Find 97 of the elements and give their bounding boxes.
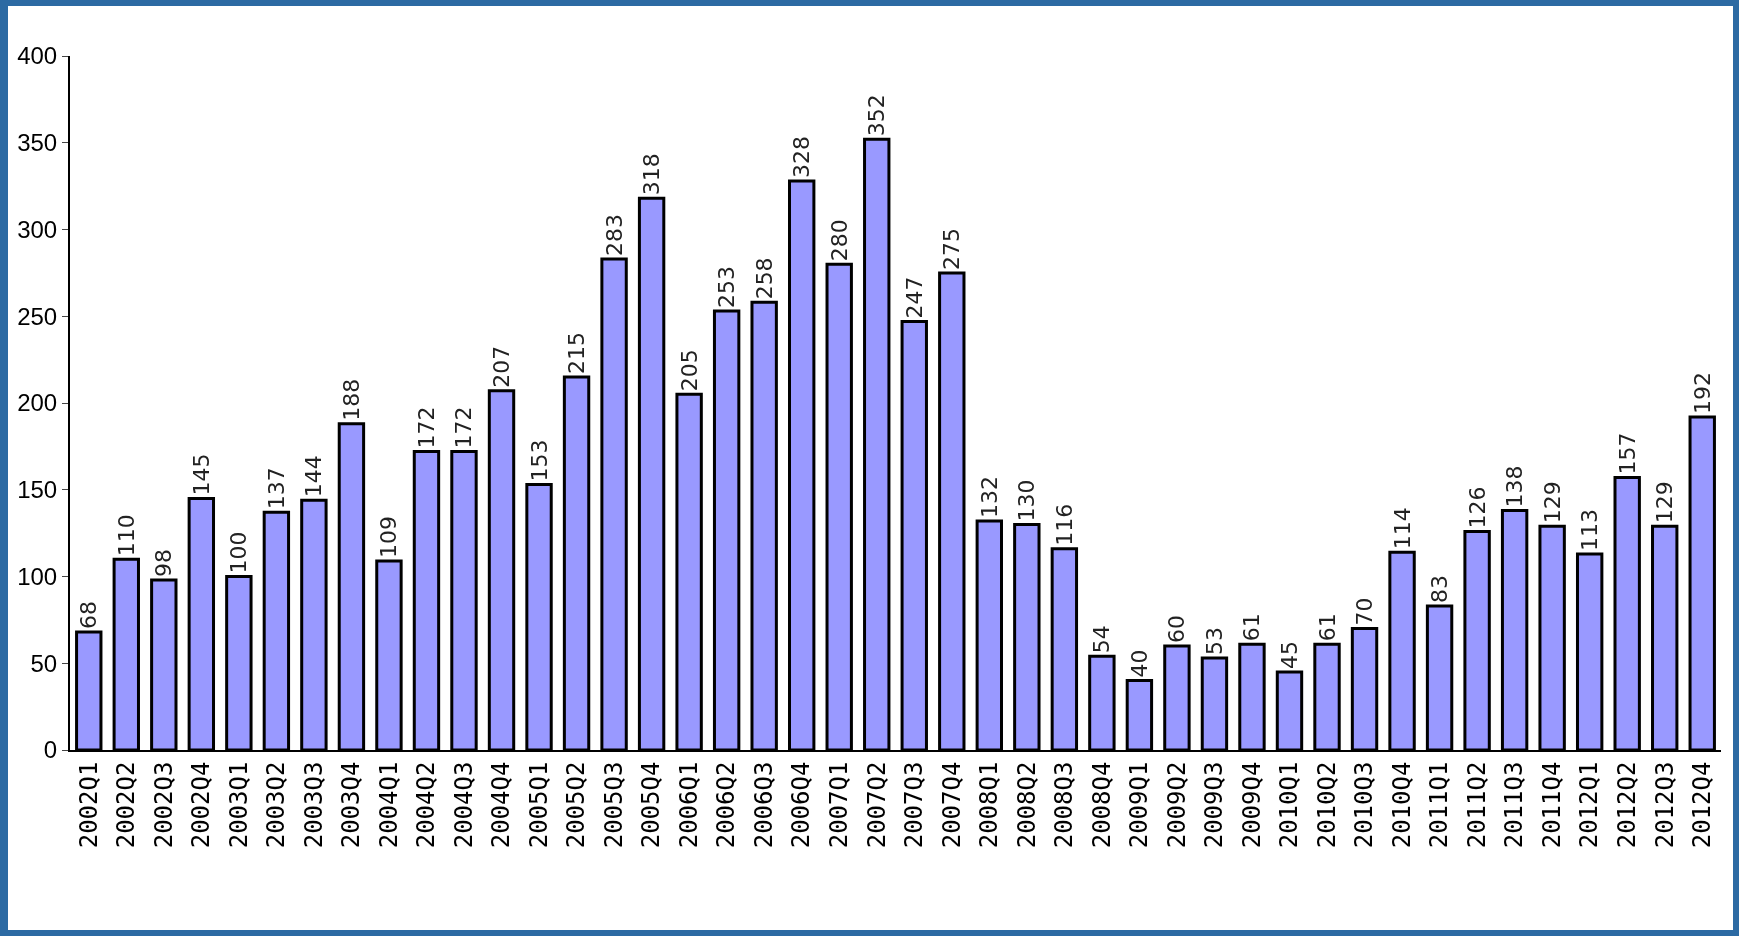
- y-tick-label: 150: [17, 476, 58, 504]
- data-label: 247: [901, 276, 927, 319]
- data-label: 61: [1314, 613, 1340, 642]
- data-label: 45: [1276, 640, 1302, 669]
- x-tick-label: 2003Q2: [262, 761, 291, 849]
- x-tick-label: 2006Q2: [712, 761, 741, 849]
- data-label: 68: [76, 601, 102, 630]
- x-tick-label: 2002Q3: [149, 761, 178, 849]
- data-label: 318: [639, 153, 665, 196]
- data-label: 110: [113, 514, 139, 557]
- x-tick-label: 2011Q2: [1462, 761, 1491, 849]
- x-tick-label: 2010Q4: [1387, 761, 1416, 849]
- data-label: 114: [1389, 507, 1415, 550]
- y-tick-label: 350: [17, 129, 58, 157]
- y-tick-label: 50: [30, 649, 58, 677]
- data-label: 188: [338, 378, 364, 421]
- data-label: 70: [1352, 597, 1378, 626]
- x-tick-label: 2007Q3: [900, 761, 929, 849]
- data-label: 83: [1427, 575, 1453, 603]
- data-label: 258: [751, 257, 777, 300]
- x-tick-label: 2011Q1: [1425, 761, 1454, 849]
- data-label: 283: [601, 213, 627, 256]
- data-label: 138: [1502, 465, 1528, 508]
- x-tick-label: 2003Q4: [337, 761, 366, 849]
- x-tick-label: 2012Q4: [1688, 761, 1717, 849]
- x-tick-label: 2006Q1: [674, 761, 703, 849]
- data-label: 275: [939, 227, 965, 270]
- x-tick-label: 2005Q1: [524, 761, 553, 849]
- data-label: 132: [976, 475, 1002, 518]
- x-tick-label: 2005Q2: [562, 761, 591, 849]
- y-tick-label: 250: [17, 302, 58, 330]
- x-tick-label: 2007Q1: [825, 761, 854, 849]
- data-label: 352: [864, 94, 890, 137]
- x-tick-label: 2010Q2: [1312, 761, 1341, 849]
- x-tick-label: 2012Q3: [1650, 761, 1679, 849]
- data-label: 253: [714, 266, 740, 309]
- data-label: 109: [376, 515, 402, 558]
- x-tick-label: 2003Q1: [224, 761, 253, 849]
- x-tick-label: 2008Q1: [975, 761, 1004, 849]
- x-tick-label: 2002Q2: [112, 761, 141, 849]
- data-label: 130: [1014, 479, 1040, 522]
- y-tick-label: 300: [17, 215, 58, 243]
- data-label: 137: [263, 467, 289, 510]
- data-label: 60: [1164, 614, 1190, 643]
- x-tick-label: 2005Q3: [599, 761, 628, 849]
- x-tick-label: 2007Q2: [862, 761, 891, 849]
- data-label: 54: [1089, 625, 1115, 654]
- x-tick-label: 2004Q1: [374, 761, 403, 849]
- data-label: 192: [1689, 371, 1715, 414]
- data-label: 144: [301, 455, 327, 498]
- data-label: 145: [188, 453, 214, 496]
- y-tick-label: 400: [17, 42, 58, 70]
- x-tick-label: 2002Q4: [187, 761, 216, 849]
- x-tick-label: 2005Q4: [637, 761, 666, 849]
- x-tick-label: 2002Q1: [74, 761, 103, 849]
- x-tick-label: 2004Q4: [487, 761, 516, 849]
- x-tick-label: 2006Q4: [787, 761, 816, 849]
- data-label: 100: [226, 531, 252, 574]
- x-tick-label: 2008Q2: [1012, 761, 1041, 849]
- x-tick-label: 2008Q4: [1087, 761, 1116, 849]
- data-label: 172: [413, 406, 439, 449]
- data-label: 61: [1239, 613, 1265, 642]
- data-label: 205: [676, 349, 702, 392]
- y-tick-label: 100: [17, 562, 58, 590]
- x-tick-label: 2009Q2: [1162, 761, 1191, 849]
- x-tick-label: 2004Q3: [449, 761, 478, 849]
- data-label: 328: [789, 135, 815, 178]
- data-label: 98: [151, 548, 177, 577]
- x-tick-label: 2007Q4: [937, 761, 966, 849]
- x-tick-label: 2011Q3: [1500, 761, 1529, 849]
- x-tick-label: 2011Q4: [1537, 761, 1566, 849]
- x-tick-label: 2006Q3: [749, 761, 778, 849]
- data-label: 207: [489, 345, 515, 388]
- data-label: 53: [1201, 627, 1227, 656]
- data-label: 157: [1614, 432, 1640, 475]
- x-tick-label: 2012Q2: [1612, 761, 1641, 849]
- data-label: 280: [826, 219, 852, 262]
- x-tick-label: 2008Q3: [1050, 761, 1079, 849]
- x-tick-label: 2012Q1: [1575, 761, 1604, 849]
- y-tick-label: 200: [17, 389, 58, 417]
- data-label: 113: [1577, 508, 1603, 551]
- x-tick-label: 2009Q3: [1200, 761, 1229, 849]
- x-tick-label: 2010Q1: [1275, 761, 1304, 849]
- x-tick-label: 2010Q3: [1350, 761, 1379, 849]
- x-tick-label: 2003Q3: [299, 761, 328, 849]
- data-label: 153: [526, 439, 552, 482]
- data-label: 129: [1539, 481, 1565, 524]
- y-tick-label: 0: [43, 736, 58, 764]
- data-label: 40: [1126, 649, 1152, 678]
- x-tick-label: 2009Q1: [1125, 761, 1154, 849]
- data-label: 215: [564, 331, 590, 374]
- x-tick-label: 2004Q2: [412, 761, 441, 849]
- data-label: 172: [451, 406, 477, 449]
- data-label: 116: [1051, 503, 1077, 546]
- data-label: 126: [1464, 486, 1490, 529]
- data-label: 129: [1652, 481, 1678, 524]
- x-tick-label: 2009Q4: [1237, 761, 1266, 849]
